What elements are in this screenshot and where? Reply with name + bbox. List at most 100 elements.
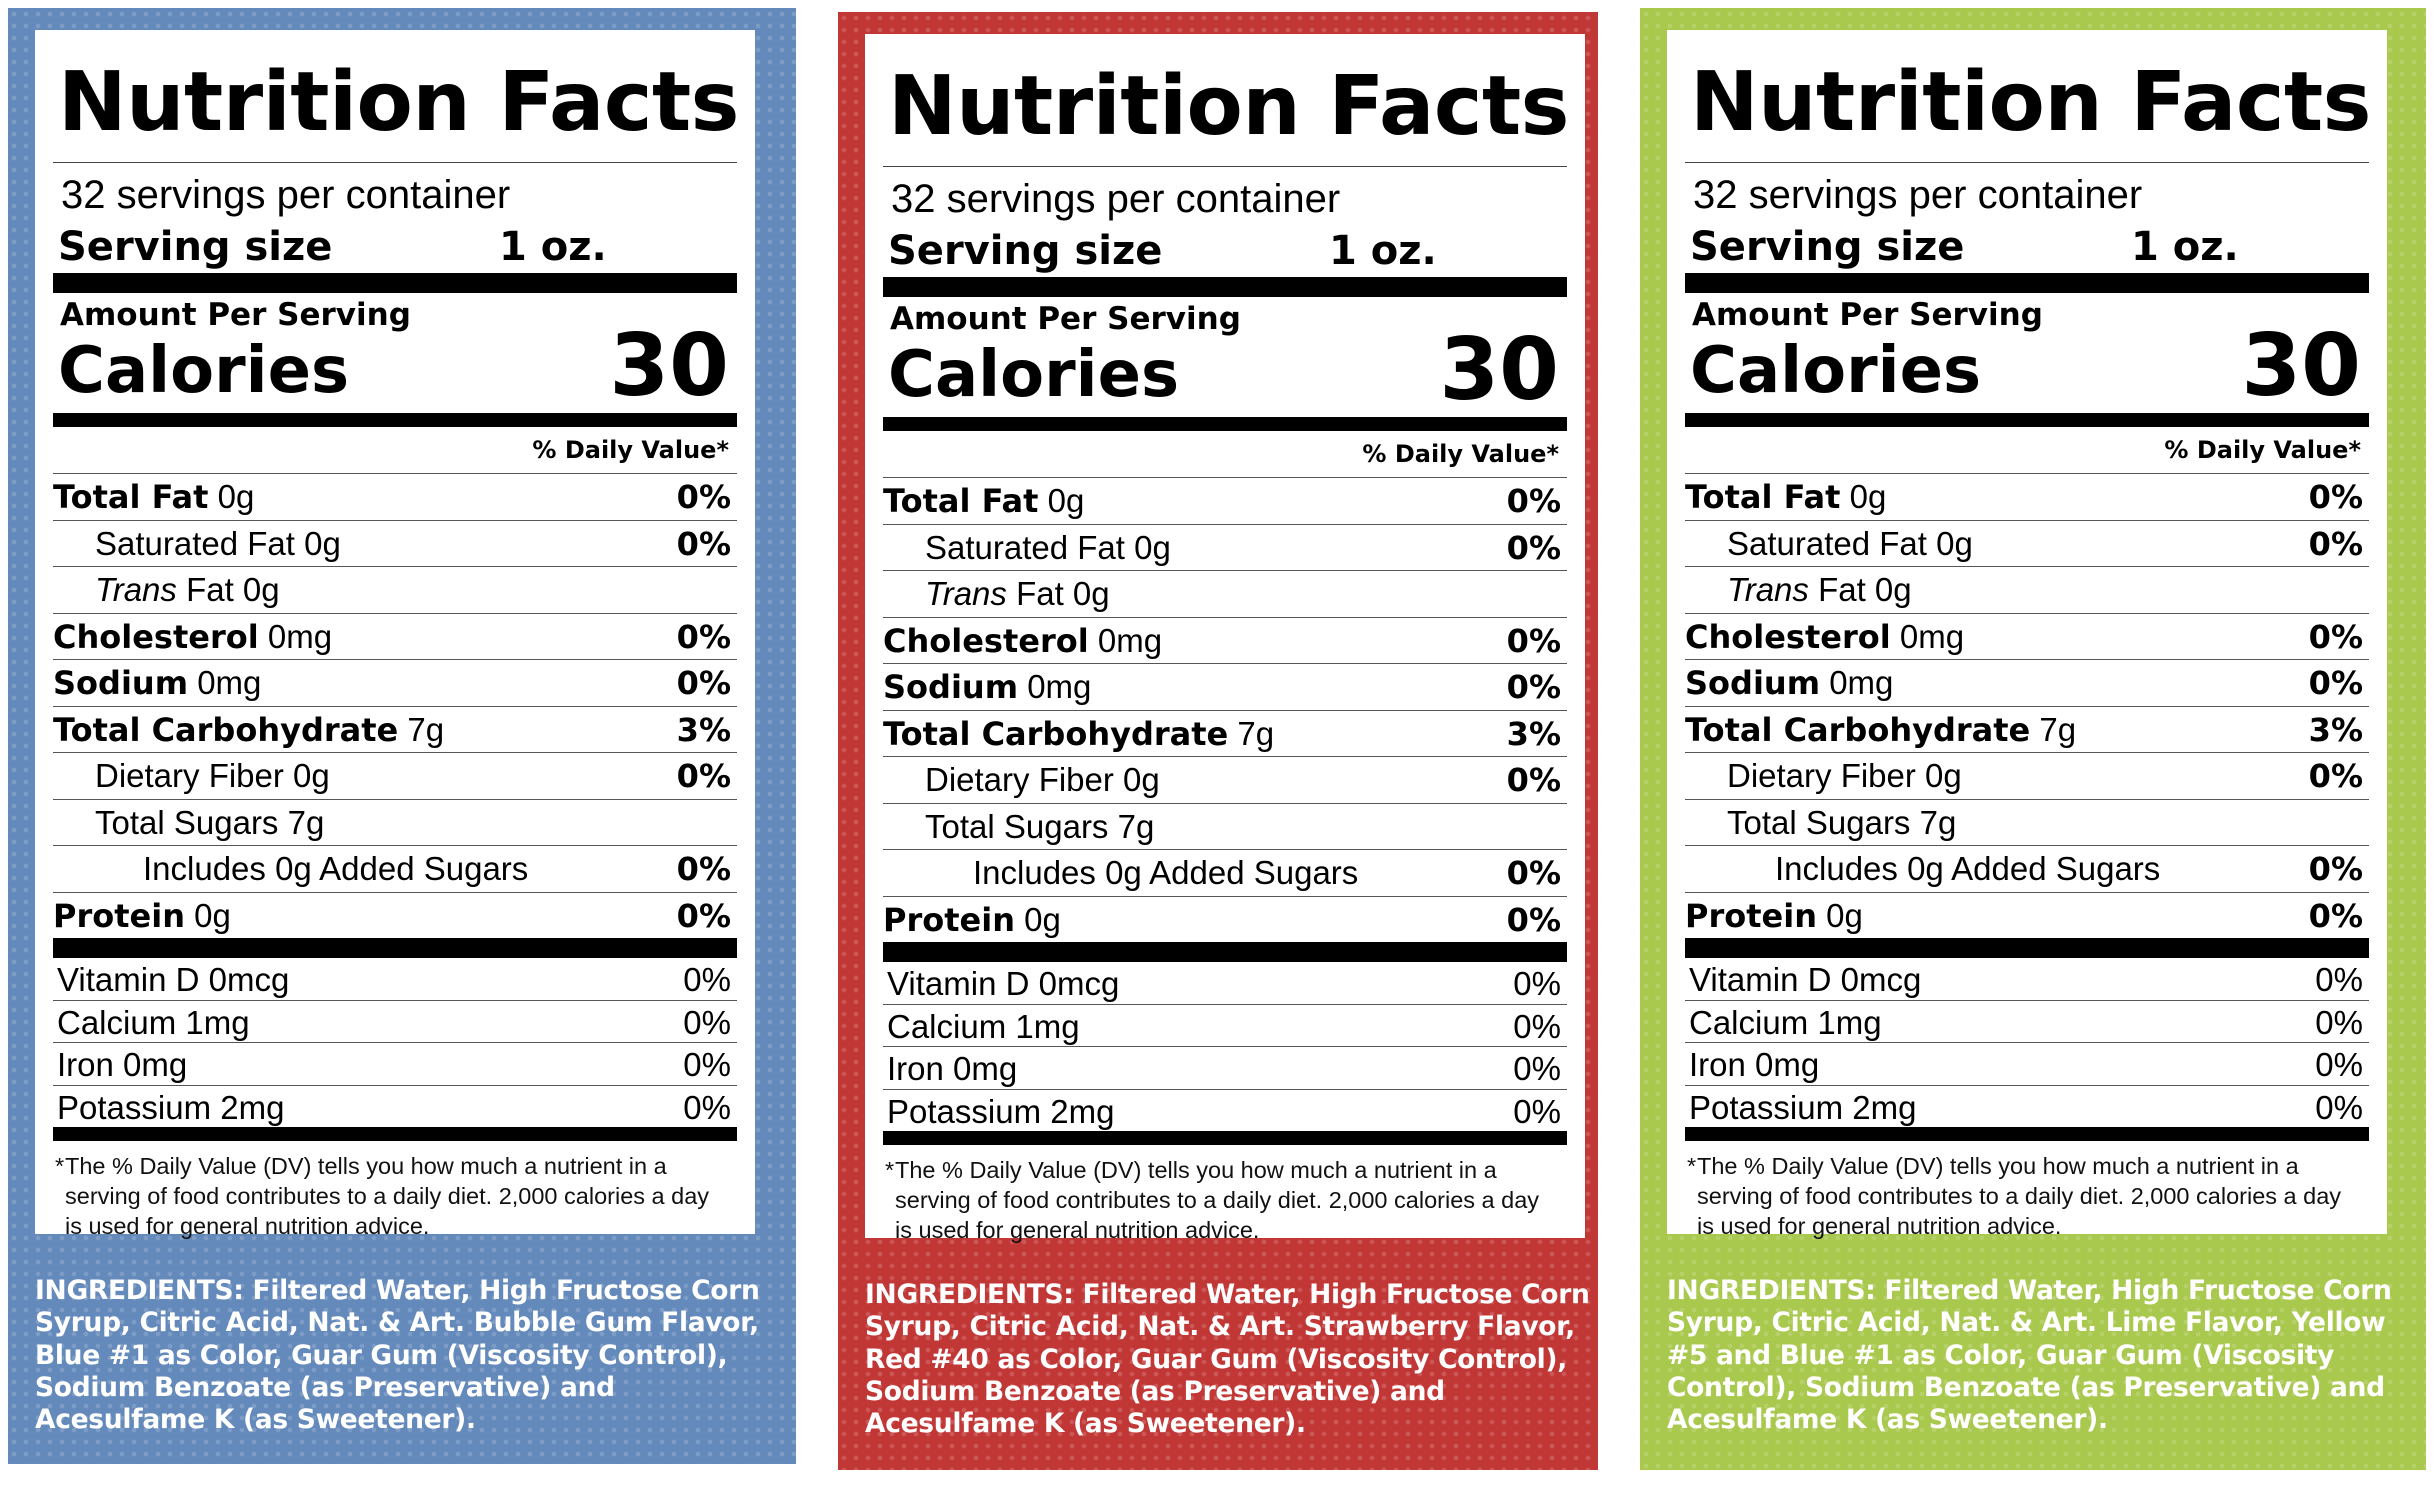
cholesterol-row: Cholesterol 0mg 0%	[883, 616, 1567, 664]
saturated-fat-row: Saturated Fat 0g 0%	[53, 519, 737, 567]
vitamin-name: Vitamin D 0mcg	[887, 965, 1120, 1002]
daily-value: 0%	[1506, 900, 1561, 939]
cholesterol-row: Cholesterol 0mg 0%	[53, 612, 737, 660]
total-carbohydrate-row: Total Carbohydrate 7g 3%	[883, 709, 1567, 757]
protein-row: Protein 0g 0%	[883, 895, 1567, 943]
sodium-row: Sodium 0mg 0%	[53, 659, 737, 706]
protein-row: Protein 0g 0%	[1685, 891, 2369, 939]
divider-heavy	[1685, 413, 2369, 427]
daily-value: 0%	[676, 896, 731, 935]
nutrient-name: Protein	[883, 900, 1015, 939]
total-sugars-row: Total Sugars 7g	[1685, 798, 2369, 846]
nutrient-name: Protein	[53, 896, 185, 935]
daily-value: 0%	[683, 1046, 731, 1083]
daily-value: 0%	[683, 961, 731, 998]
daily-value: 0%	[2308, 896, 2363, 935]
servings-per-container: 32 servings per container	[61, 173, 511, 217]
serving-size: Serving size 1 oz.	[53, 221, 737, 273]
daily-value-footnote: * The % Daily Value (DV) tells you how m…	[883, 1145, 1567, 1245]
nutrient-name: Total Carbohydrate	[1685, 710, 2031, 749]
divider-heavy	[1685, 273, 2369, 293]
serving-size-label: Serving size	[888, 228, 1163, 274]
added-sugars-row: Includes 0g Added Sugars 0%	[53, 845, 737, 892]
daily-value: 3%	[1506, 714, 1561, 753]
servings-per-container: 32 servings per container	[1693, 173, 2143, 217]
daily-value-header: % Daily Value*	[532, 436, 729, 464]
daily-value: 0%	[2308, 478, 2363, 516]
saturated-fat-row: Saturated Fat 0g 0%	[883, 523, 1567, 571]
vitamin-row: Iron 0mg 0%	[1685, 1042, 2369, 1085]
nutrient-name: Total Sugars 7g	[1727, 803, 1957, 841]
serving-size-label: Serving size	[1690, 224, 1965, 270]
serving-size-value: 1 oz.	[2131, 224, 2239, 270]
trans-fat-row: Trans Fat 0g	[53, 566, 737, 613]
daily-value: 0%	[2308, 524, 2363, 563]
vitamin-row: Iron 0mg 0%	[883, 1046, 1567, 1089]
nutrient-amount: 0g	[194, 896, 231, 934]
divider-heavy	[883, 417, 1567, 431]
nutrient-name: Sodium	[883, 668, 1019, 706]
divider-heavy	[53, 938, 737, 958]
daily-value: 0%	[683, 1088, 731, 1126]
daily-value: 0%	[676, 757, 731, 795]
calories-value: 30	[2241, 316, 2361, 416]
nutrition-label: Nutrition Facts 32 servings per containe…	[865, 34, 1585, 1243]
protein-row: Protein 0g 0%	[53, 891, 737, 939]
daily-value: 0%	[2308, 664, 2363, 702]
daily-value: 0%	[1506, 621, 1561, 660]
nutrient-name: Fat 0g	[186, 571, 280, 608]
calories-value: 30	[609, 316, 729, 416]
nutrient-name: Includes 0g Added Sugars	[143, 850, 529, 887]
vitamin-row: Potassium 2mg 0%	[53, 1084, 737, 1128]
dietary-fiber-row: Dietary Fiber 0g 0%	[1685, 752, 2369, 799]
calories-label: Calories	[58, 334, 350, 408]
servings-per-container: 32 servings per container	[891, 177, 1341, 221]
daily-value: 0%	[1506, 854, 1561, 892]
serving-size: Serving size 1 oz.	[1685, 221, 2369, 273]
vitamin-row: Vitamin D 0mcg 0%	[1685, 958, 2369, 1000]
nutrient-amount: 0mg	[267, 617, 333, 655]
added-sugars-row: Includes 0g Added Sugars 0%	[1685, 845, 2369, 892]
vitamin-name: Vitamin D 0mcg	[1689, 961, 1922, 998]
sodium-row: Sodium 0mg 0%	[1685, 659, 2369, 706]
nutrient-amount: 0g	[217, 478, 255, 515]
serving-size: Serving size 1 oz.	[883, 225, 1567, 277]
red-label-panel: Nutrition Facts 32 servings per containe…	[838, 12, 1598, 1470]
total-fat-row: Total Fat 0g 0%	[53, 473, 737, 520]
daily-value: 0%	[676, 617, 731, 656]
daily-value: 0%	[2315, 1088, 2363, 1126]
divider-heavy	[53, 273, 737, 293]
sodium-row: Sodium 0mg 0%	[883, 663, 1567, 710]
divider-heavy	[1685, 938, 2369, 958]
total-sugars-row: Total Sugars 7g	[53, 798, 737, 846]
nutrient-name-italic: Trans	[95, 571, 177, 608]
dietary-fiber-row: Dietary Fiber 0g 0%	[53, 752, 737, 799]
added-sugars-row: Includes 0g Added Sugars 0%	[883, 849, 1567, 896]
daily-value: 0%	[1513, 1092, 1561, 1130]
daily-value: 0%	[1513, 1050, 1561, 1087]
nutrient-name: Dietary Fiber 0g	[1727, 757, 1962, 794]
total-sugars-row: Total Sugars 7g	[883, 802, 1567, 850]
nutrient-name: Saturated Fat 0g	[95, 524, 341, 562]
total-fat-row: Total Fat 0g 0%	[883, 477, 1567, 524]
trans-fat-row: Trans Fat 0g	[1685, 566, 2369, 613]
nutrient-name: Cholesterol	[1685, 617, 1891, 656]
divider	[53, 162, 737, 163]
nutrition-label: Nutrition Facts 32 servings per containe…	[35, 30, 755, 1239]
footnote-asterisk: *	[1687, 1153, 1697, 1179]
divider-heavy	[883, 1131, 1567, 1145]
nutrient-name: Total Sugars 7g	[925, 807, 1155, 845]
footnote-text: The % Daily Value (DV) tells you how muc…	[1697, 1153, 2342, 1239]
amount-per-serving: Amount Per Serving	[60, 297, 411, 333]
nutrient-name: Protein	[1685, 896, 1817, 935]
nutrient-name: Total Fat	[53, 478, 209, 516]
daily-value: 0%	[1513, 1007, 1561, 1045]
nutrient-amount: 7g	[407, 710, 445, 748]
nutrient-amount: 0g	[1024, 900, 1061, 938]
nutrition-facts-title: Nutrition Facts	[1690, 55, 2371, 150]
nutrient-name: Fat 0g	[1016, 575, 1110, 612]
nutrition-label: Nutrition Facts 32 servings per containe…	[1667, 30, 2387, 1239]
nutrient-amount: 0g	[1826, 896, 1863, 934]
nutrition-facts-title: Nutrition Facts	[888, 59, 1569, 154]
daily-value: 0%	[676, 478, 731, 516]
